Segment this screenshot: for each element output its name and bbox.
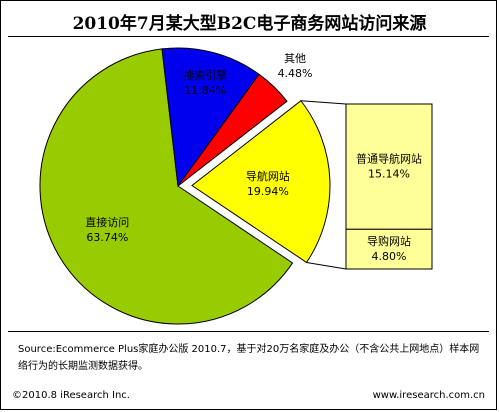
slice-value-label: 63.74% xyxy=(86,231,128,244)
slice-label: 直接访问 xyxy=(85,215,129,229)
chart-title: 2010年7月某大型B2C电子商务网站访问来源 xyxy=(72,14,427,34)
breakdown-label: 导购网站 xyxy=(367,234,411,248)
slice-value-label: 19.94% xyxy=(247,185,289,198)
title-divider xyxy=(8,36,489,37)
slice-value-label: 4.48% xyxy=(278,67,313,80)
pie-slice xyxy=(177,73,288,187)
breakdown-value-label: 4.80% xyxy=(372,250,407,263)
pie-chart: 直接访问 63.74% 搜索引擎 11.84% 其他 4.48% 导航网站 19.94% 普通导… xyxy=(39,47,433,325)
breakdown-label: 普通导航网站 xyxy=(356,152,422,166)
source-divider xyxy=(8,331,489,332)
slice-value-label: 11.84% xyxy=(184,84,226,97)
website-text: www.iresearch.com.cn xyxy=(372,390,485,401)
slice-label: 搜索引擎 xyxy=(183,68,227,82)
pie-slice xyxy=(39,48,294,325)
slice-label: 导航网站 xyxy=(246,169,290,183)
breakdown-connector xyxy=(300,100,347,270)
pie-slice xyxy=(161,47,260,188)
copyright-text: ©2010.8 iResearch Inc. xyxy=(12,390,130,401)
breakdown-segment xyxy=(345,103,433,230)
slice-label: 其他 xyxy=(284,52,306,65)
pie-slice xyxy=(191,100,331,264)
breakdown-segment xyxy=(345,228,433,270)
source-note: Source:Ecommerce Plus家庭办公版 2010.7，基于对20万… xyxy=(18,344,480,372)
breakdown-value-label: 15.14% xyxy=(368,168,410,181)
